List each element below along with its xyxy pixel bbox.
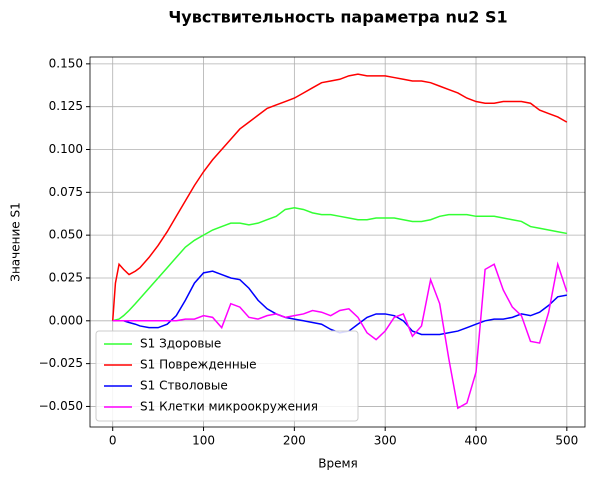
y-tick-label: 0.150 (49, 56, 83, 70)
series-line (112, 270, 567, 336)
legend-label: S1 Здоровые (140, 337, 221, 351)
y-tick-label: −0.025 (39, 356, 83, 370)
series-line (111, 73, 568, 321)
y-tick-label: 0.025 (49, 270, 83, 284)
x-tick-label: 100 (192, 434, 215, 448)
chart-title: Чувствительность параметра nu2 S1 (168, 8, 507, 27)
y-tick-label: 0.100 (49, 142, 83, 156)
x-tick-label: 300 (374, 434, 397, 448)
x-tick-label: 400 (465, 434, 488, 448)
legend-box (95, 330, 359, 422)
legend: S1 Здоровые S1 Поврежденные S1 Стволовые S1… (95, 330, 359, 422)
series-line (112, 206, 567, 322)
legend-label: S1 Клетки микроокружения (140, 400, 318, 414)
legend-label: S1 Поврежденные (140, 358, 257, 372)
y-axis-label: Значение S1 (9, 202, 23, 281)
series-line (112, 261, 568, 410)
x-tick-label: 0 (109, 434, 117, 448)
x-axis-label: Время (318, 457, 358, 471)
legend-label: S1 Стволовые (140, 379, 228, 393)
x-tick-label: 200 (283, 434, 306, 448)
y-tick-label: 0.050 (49, 228, 83, 242)
y-tick-label: 0.125 (49, 99, 83, 113)
plot-frame (89, 56, 586, 428)
x-tick-label: 500 (555, 434, 578, 448)
y-tick-label: 0.000 (49, 313, 83, 327)
y-tick-label: 0.075 (49, 185, 83, 199)
y-tick-label: −0.050 (39, 399, 83, 413)
